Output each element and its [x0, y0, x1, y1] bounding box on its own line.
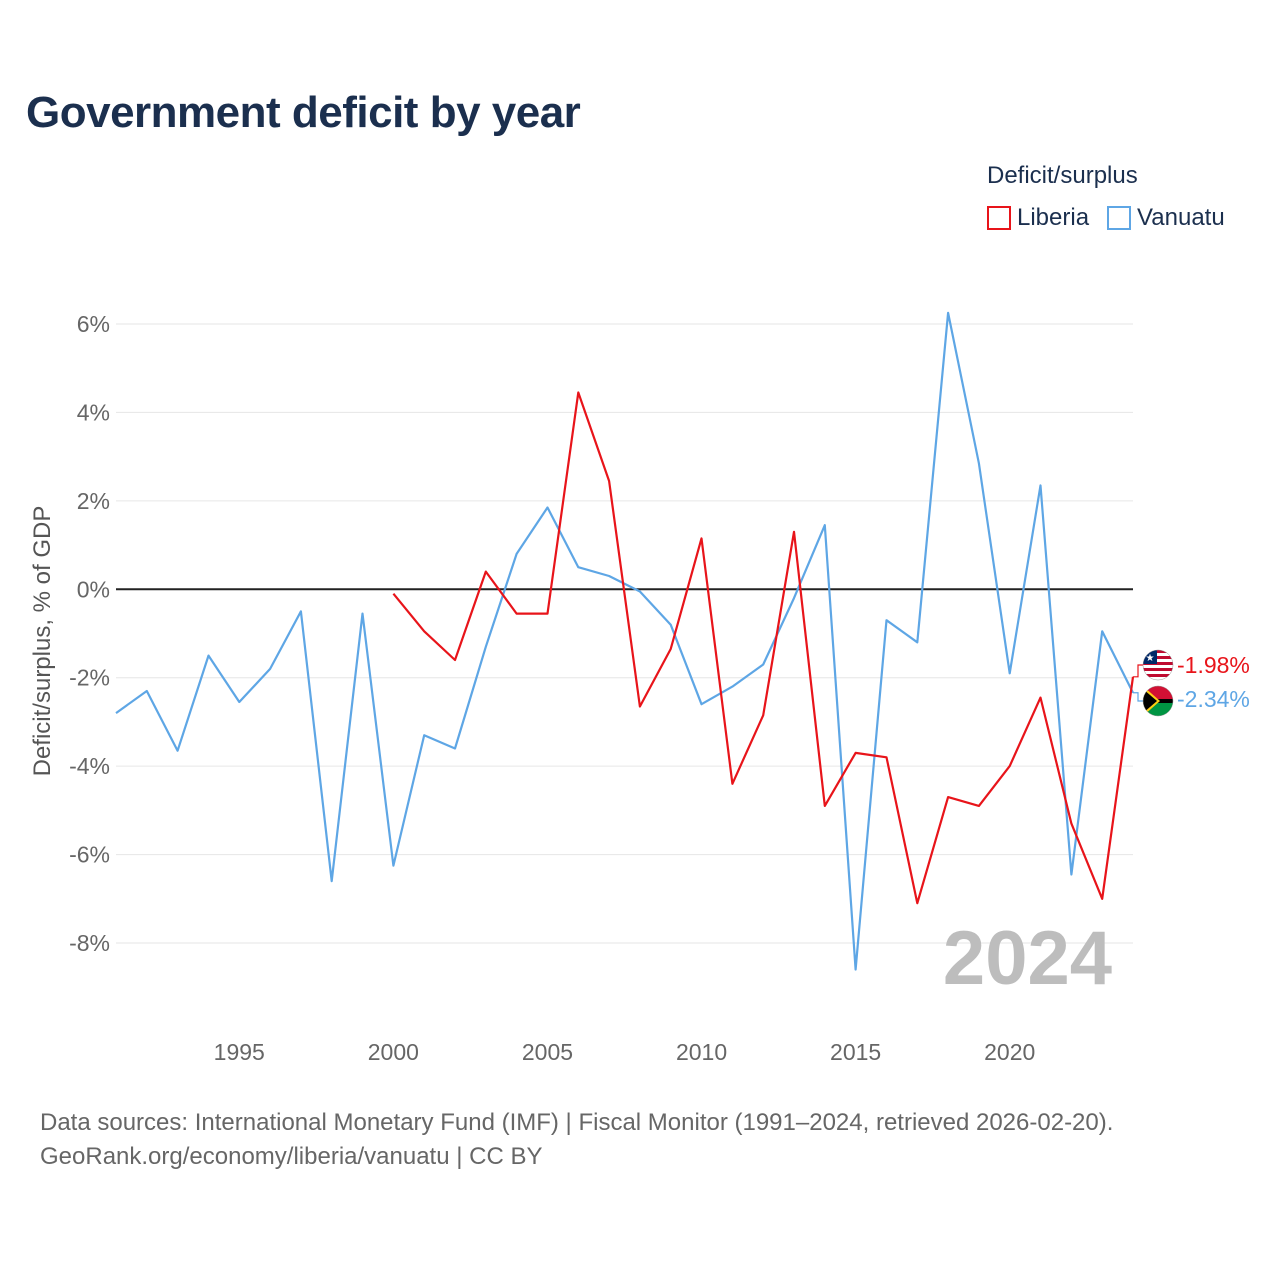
y-tick-label: -4% [69, 753, 110, 779]
x-tick-label: 2015 [830, 1039, 881, 1065]
liberia-end-label: -1.98% [1177, 652, 1250, 678]
y-tick-label: 4% [77, 399, 110, 425]
series-line-vanuatu[interactable] [115, 311, 1134, 971]
y-tick-label: -2% [69, 665, 110, 691]
y-tick-label: 2% [77, 488, 110, 514]
y-tick-label: -8% [69, 930, 110, 956]
chart-title: Government deficit by year [26, 88, 581, 137]
y-axis-label: Deficit/surplus, % of GDP [29, 506, 56, 777]
legend-title: Deficit/surplus [987, 162, 1138, 189]
x-tick-label: 2000 [368, 1039, 419, 1065]
svg-text:★: ★ [1146, 653, 1155, 664]
y-tick-label: -6% [69, 842, 110, 868]
connector-liberia [1133, 664, 1143, 678]
x-tick-label: 1995 [214, 1039, 265, 1065]
legend: Liberia Vanuatu [987, 204, 1243, 232]
source-note: Data sources: International Monetary Fun… [40, 1109, 1114, 1136]
legend-label-vanuatu: Vanuatu [1137, 204, 1225, 231]
legend-swatch-liberia [987, 206, 1011, 230]
attribution: GeoRank.org/economy/liberia/vanuatu | CC… [40, 1143, 543, 1170]
x-tick-labels: 1995 2000 2005 2010 2015 2020 [214, 1039, 1036, 1065]
x-tick-label: 2020 [984, 1039, 1035, 1065]
y-tick-label: 0% [77, 576, 110, 602]
vanuatu-flag-icon [1143, 686, 1173, 716]
series-line-liberia[interactable] [392, 391, 1135, 905]
end-label-connectors [1133, 664, 1143, 702]
x-tick-label: 2005 [522, 1039, 573, 1065]
x-tick-label: 2010 [676, 1039, 727, 1065]
legend-swatch-vanuatu [1107, 206, 1132, 230]
liberia-flag-icon: ★ [1143, 650, 1173, 680]
series-lines [115, 311, 1135, 971]
vanuatu-end-label: -2.34% [1177, 686, 1250, 712]
y-tick-label: 6% [77, 311, 110, 337]
legend-label-liberia: Liberia [1017, 204, 1090, 231]
legend-item-liberia[interactable]: Liberia [987, 204, 1089, 232]
y-tick-labels: 6% 4% 2% 0% -2% -4% -6% -8% [69, 311, 110, 956]
connector-vanuatu [1133, 692, 1143, 702]
legend-item-vanuatu[interactable]: Vanuatu [1107, 204, 1225, 232]
footer: Data sources: International Monetary Fun… [40, 1106, 1113, 1174]
gridlines [116, 323, 1133, 944]
year-watermark: 2024 [943, 916, 1112, 1001]
